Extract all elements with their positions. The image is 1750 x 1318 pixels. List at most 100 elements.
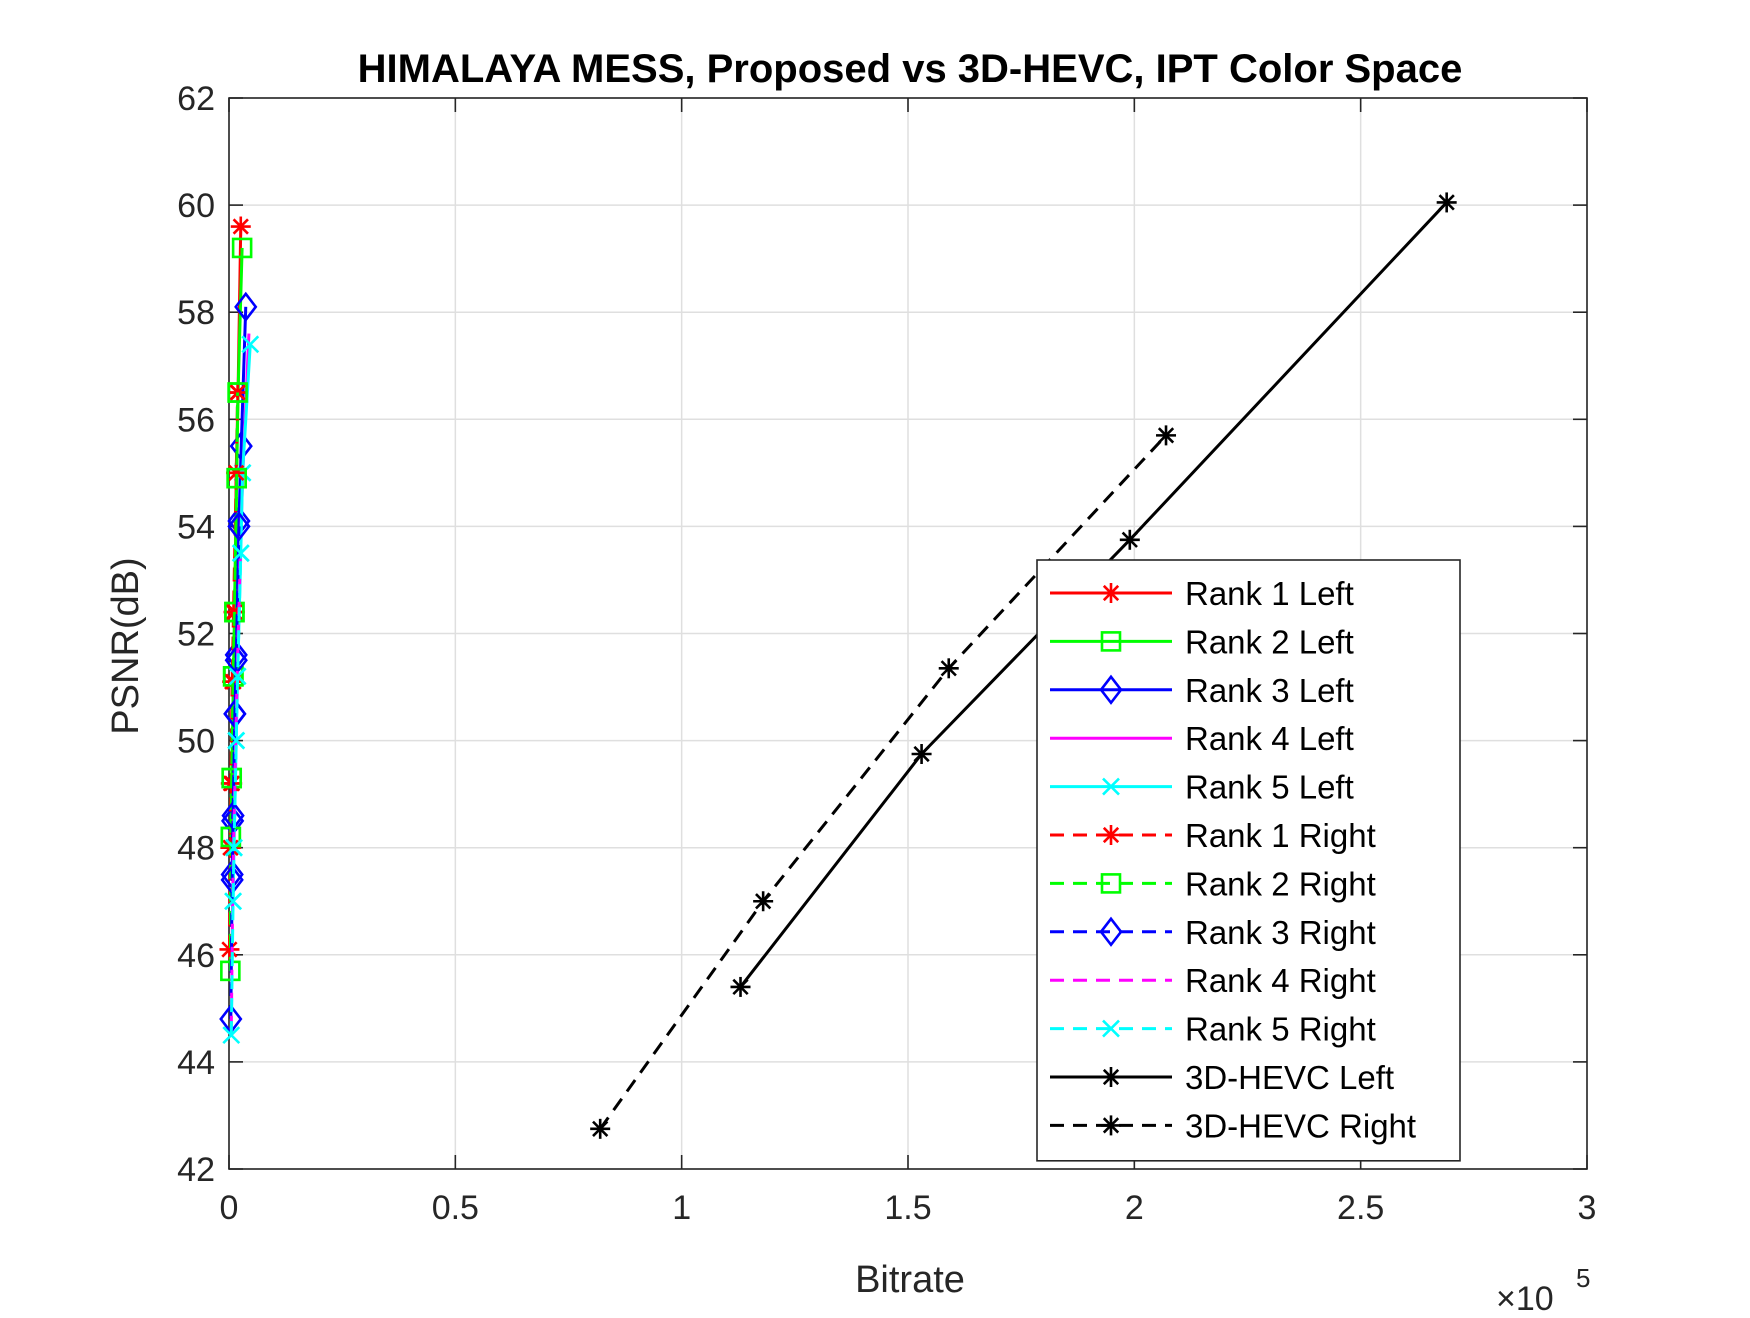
- legend-label: Rank 5 Right: [1185, 1011, 1376, 1048]
- y-tick-label: 58: [177, 294, 215, 332]
- marker-stroke: [241, 335, 260, 354]
- legend-label: Rank 1 Left: [1185, 575, 1354, 612]
- marker-stroke: [1121, 531, 1138, 548]
- data-point: [221, 767, 243, 789]
- marker-diamond: [229, 430, 253, 462]
- marker-stroke: [222, 1026, 241, 1045]
- data-point: [224, 892, 242, 911]
- data-point: [231, 544, 250, 563]
- marker-stroke: [1102, 777, 1120, 796]
- legend-label: Rank 1 Right: [1185, 817, 1376, 854]
- legend: Rank 1 Left Rank 2 Left Rank 3 Left Rank 4 …: [1036, 559, 1461, 1162]
- legend-item: Rank 2 Left: [1050, 623, 1354, 660]
- data-point: [221, 800, 245, 831]
- y-tick-label: 62: [177, 80, 215, 118]
- legend-item: Rank 1 Right: [1050, 817, 1376, 854]
- data-point: [230, 216, 251, 237]
- legend-marker: [1101, 1115, 1121, 1136]
- legend-item: Rank 5 Right: [1050, 1011, 1376, 1048]
- series-3d-hevc-right: [590, 425, 1177, 1139]
- marker-stroke: [1102, 1019, 1120, 1038]
- legend-item: 3D-HEVC Left: [1050, 1059, 1394, 1096]
- marker-square: [221, 767, 243, 789]
- legend-label: 3D-HEVC Left: [1185, 1059, 1394, 1096]
- y-axis-label: PSNR(dB): [105, 557, 147, 734]
- marker-stroke: [1102, 1117, 1120, 1134]
- legend-marker: [1101, 825, 1121, 845]
- legend-marker: [1100, 631, 1122, 652]
- legend-label: 3D-HEVC Right: [1185, 1107, 1416, 1144]
- y-tick-label: 52: [177, 616, 215, 654]
- data-point: [1436, 192, 1457, 213]
- series-line: [228, 392, 240, 971]
- x-tick-label: 3: [1578, 1189, 1597, 1227]
- series-line: [598, 434, 1168, 1130]
- marker-stroke: [592, 1120, 609, 1137]
- y-tick-label: 42: [177, 1151, 215, 1189]
- data-point: [227, 382, 248, 403]
- marker-stroke: [231, 544, 250, 563]
- marker-stroke: [732, 978, 749, 996]
- marker-stroke: [1102, 1068, 1120, 1086]
- data-point: [911, 743, 932, 764]
- data-point: [730, 976, 751, 997]
- marker-square: [1100, 873, 1122, 894]
- series-layer: [219, 192, 1457, 1139]
- x-tick-label: 2.5: [1337, 1189, 1384, 1227]
- series-line: [739, 201, 1448, 988]
- data-point: [938, 658, 959, 679]
- series-3d-hevc-left: [730, 192, 1457, 997]
- data-point: [1119, 529, 1140, 550]
- y-tick-label: 56: [177, 401, 215, 439]
- y-tick-label: 60: [177, 187, 215, 225]
- data-point: [234, 291, 258, 322]
- data-point: [231, 237, 253, 259]
- marker-diamond: [1099, 674, 1123, 705]
- data-point: [229, 430, 253, 462]
- legend-marker: [1102, 777, 1120, 796]
- x-axis-label: Bitrate: [855, 1259, 965, 1301]
- data-point: [222, 1026, 241, 1045]
- y-tick-label: 44: [177, 1044, 215, 1082]
- legend-marker: [1102, 1019, 1120, 1038]
- data-point: [227, 731, 246, 750]
- legend-item: Rank 4 Right: [1050, 962, 1376, 999]
- x-tick-label: 0: [220, 1189, 239, 1227]
- legend-label: Rank 4 Left: [1185, 720, 1354, 757]
- data-point: [753, 891, 774, 912]
- x-tick-label: 0.5: [432, 1189, 479, 1227]
- legend-item: 3D-HEVC Right: [1050, 1107, 1416, 1144]
- marker-square: [227, 382, 248, 403]
- x-exponent-label: ×10: [1496, 1280, 1554, 1313]
- series-rank-2-right: [220, 382, 248, 982]
- legend-label: Rank 3 Right: [1185, 914, 1376, 951]
- marker-square: [231, 237, 253, 259]
- legend-marker: [1101, 583, 1121, 603]
- legend-marker: [1101, 1067, 1121, 1087]
- data-point: [241, 335, 260, 354]
- marker-diamond: [221, 800, 245, 831]
- legend-marker: [1099, 674, 1123, 705]
- x-tick-label: 2: [1125, 1189, 1144, 1227]
- data-point: [228, 667, 247, 686]
- data-point: [590, 1118, 611, 1139]
- marker-stroke: [1157, 427, 1175, 444]
- x-exponent-power: 5: [1576, 1263, 1590, 1293]
- marker-square: [226, 467, 247, 489]
- legend-label: Rank 5 Left: [1185, 769, 1354, 806]
- marker-stroke: [227, 731, 246, 750]
- chart-title: HIMALAYA MESS, Proposed vs 3D-HEVC, IPT …: [358, 47, 1463, 91]
- series-rank-5-right: [222, 544, 250, 1045]
- marker-stroke: [755, 893, 772, 910]
- marker-stroke: [1102, 826, 1120, 844]
- legend-marker: [1099, 916, 1123, 947]
- legend-item: Rank 3 Right: [1050, 914, 1376, 951]
- legend-label: Rank 2 Left: [1185, 623, 1354, 660]
- data-point: [225, 838, 243, 857]
- x-tick-label: 1: [672, 1189, 691, 1227]
- y-tick-label: 46: [177, 937, 215, 975]
- legend-item: Rank 5 Left: [1050, 769, 1354, 806]
- legend-label: Rank 3 Left: [1185, 672, 1354, 709]
- marker-stroke: [232, 218, 249, 235]
